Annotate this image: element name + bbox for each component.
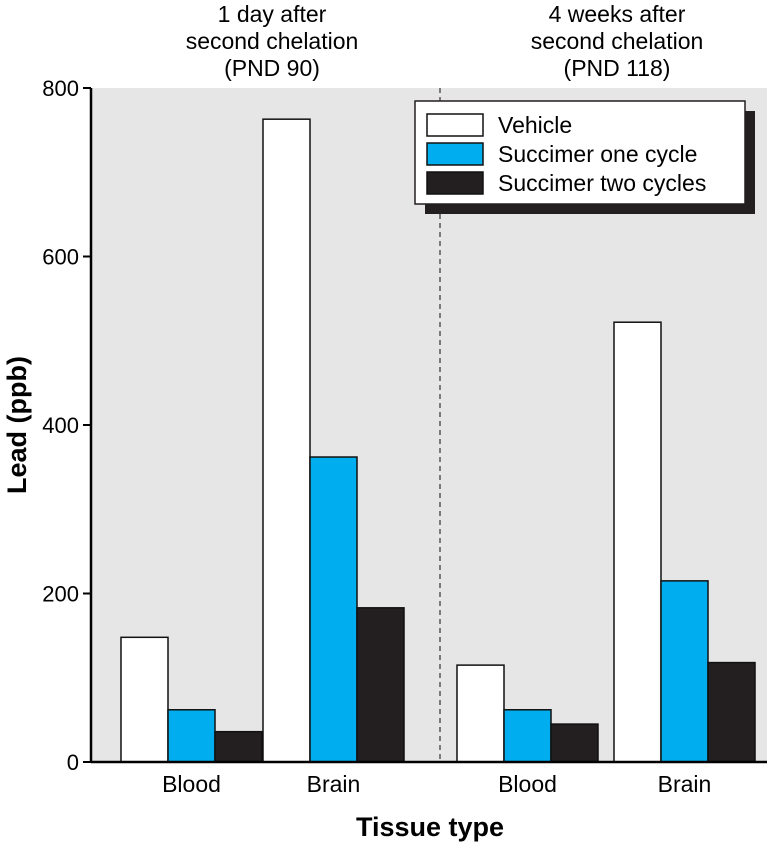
- bar-panel1-brain-vehicle: [262, 118, 311, 763]
- y-tick-label: 200: [42, 582, 79, 607]
- x-axis-title: Tissue type: [356, 812, 504, 842]
- legend-swatch: [426, 142, 484, 166]
- bar-panel1-blood-succimer-two-cycles: [214, 730, 263, 763]
- x-tick-label: Blood: [498, 771, 557, 797]
- y-tick-label: 400: [42, 413, 79, 438]
- panel-title-line: (PND 118): [564, 55, 671, 81]
- panel-title-line: 1 day after: [218, 1, 327, 27]
- legend-swatch: [426, 171, 484, 195]
- legend-label: Succimer two cycles: [498, 170, 706, 196]
- bar-panel2-blood-vehicle: [456, 664, 505, 763]
- y-axis-title: Lead (ppb): [2, 356, 32, 494]
- bar-panel1-blood-vehicle: [120, 636, 169, 763]
- panel-title-line: second chelation: [186, 28, 359, 54]
- bar-panel2-blood-succimer-one-cycle: [503, 709, 552, 763]
- bar-panel1-brain-succimer-two-cycles: [356, 607, 405, 763]
- panel-title-line: second chelation: [531, 28, 704, 54]
- y-tick-label: 600: [42, 245, 79, 270]
- x-tick-label: Brain: [307, 771, 361, 797]
- panel-title-line: (PND 90): [224, 55, 320, 81]
- y-tick-label: 0: [67, 750, 79, 775]
- bar-panel2-brain-succimer-one-cycle: [660, 580, 709, 763]
- legend-label: Vehicle: [498, 112, 572, 138]
- y-tick-label: 800: [42, 76, 79, 101]
- legend-label: Succimer one cycle: [498, 141, 697, 167]
- bar-panel2-brain-succimer-two-cycles: [707, 661, 756, 763]
- bar-panel2-blood-succimer-two-cycles: [550, 723, 599, 763]
- bar-panel2-brain-vehicle: [613, 321, 662, 763]
- legend-swatch: [426, 113, 484, 137]
- panel-title-line: 4 weeks after: [549, 1, 686, 27]
- x-tick-label: Blood: [162, 771, 221, 797]
- bar-panel1-brain-succimer-one-cycle: [309, 456, 358, 763]
- legend: Vehicle Succimer one cycle Succimer two cy…: [414, 100, 755, 214]
- x-tick-label: Brain: [658, 771, 712, 797]
- bar-panel1-blood-succimer-one-cycle: [167, 709, 216, 763]
